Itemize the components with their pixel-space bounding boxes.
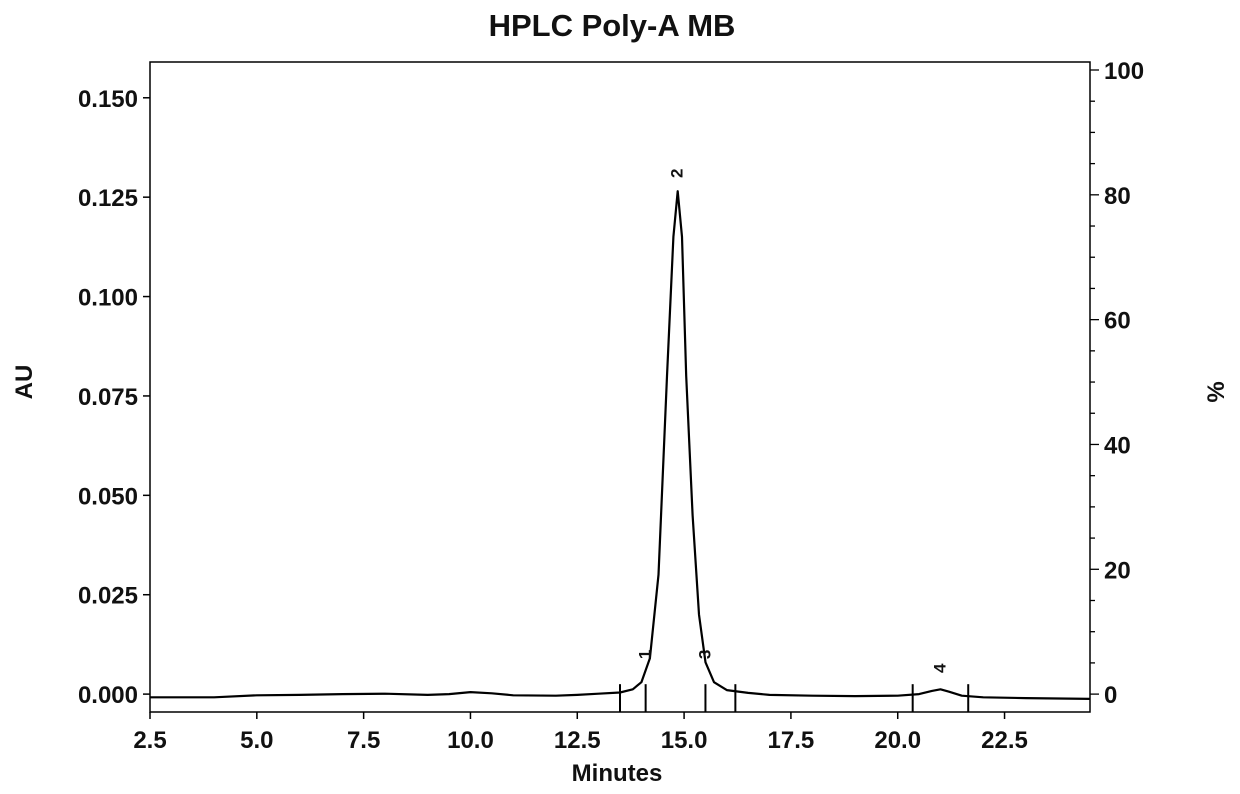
- peak-label: 3: [696, 650, 715, 659]
- x-tick-label: 2.5: [133, 727, 166, 754]
- chart-title: HPLC Poly-A MB: [489, 8, 736, 43]
- peak-labels: 1 2 3 4: [636, 169, 950, 673]
- y2-tick-label: 20: [1104, 557, 1131, 584]
- plot-frame: [149, 61, 1091, 713]
- y-axis-label: AU: [11, 365, 38, 400]
- y2-tick-label: 0: [1104, 682, 1117, 709]
- y-tick-label: 0.125: [78, 185, 138, 212]
- x-tick-label: 7.5: [347, 727, 380, 754]
- y2-axis-ticks: 0 20 40 60 80 100: [1090, 58, 1144, 709]
- x-tick-label: 20.0: [874, 727, 921, 754]
- x-tick-label: 12.5: [554, 727, 601, 754]
- x-tick-label: 22.5: [981, 727, 1028, 754]
- integration-markers: [619, 684, 970, 712]
- y-tick-label: 0.150: [78, 86, 138, 113]
- y-axis-ticks: 0.000 0.025 0.050 0.075 0.100 0.125 0.150: [78, 86, 150, 709]
- y-tick-label: 0.050: [78, 483, 138, 510]
- y2-tick-label: 80: [1104, 183, 1131, 210]
- x-tick-label: 15.0: [661, 727, 708, 754]
- y2-tick-label: 40: [1104, 432, 1131, 459]
- chromatogram-trace: [150, 190, 1091, 700]
- x-tick-label: 5.0: [240, 727, 273, 754]
- y2-tick-label: 100: [1104, 58, 1144, 85]
- x-axis-ticks: 2.5 5.0 7.5 10.0 12.5 15.0 17.5 20.0 22.5: [133, 712, 1028, 754]
- y2-tick-label: 60: [1104, 308, 1131, 335]
- y2-axis-label: %: [1203, 381, 1230, 402]
- peak-label: 4: [931, 663, 950, 673]
- y-tick-label: 0.075: [78, 384, 138, 411]
- y-tick-label: 0.000: [78, 682, 138, 709]
- y-tick-label: 0.025: [78, 583, 138, 610]
- x-tick-label: 17.5: [768, 727, 815, 754]
- y-tick-label: 0.100: [78, 285, 138, 312]
- peak-label: 2: [668, 169, 687, 178]
- peak-label: 1: [636, 650, 655, 659]
- x-axis-label: Minutes: [572, 760, 663, 787]
- x-tick-label: 10.0: [447, 727, 494, 754]
